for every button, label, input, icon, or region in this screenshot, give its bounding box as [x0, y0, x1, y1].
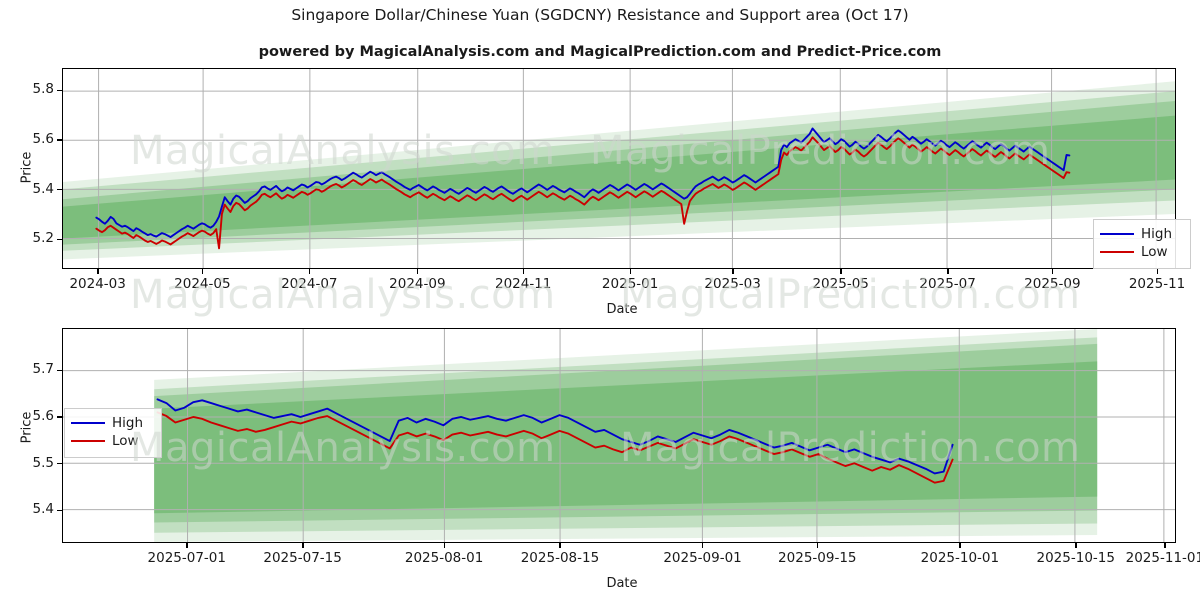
lower-legend-swatch-low: [71, 440, 105, 442]
lower-x-tick: 2025-09-15: [778, 550, 857, 566]
upper-x-tick: 2024-07: [281, 276, 338, 292]
lower-legend-item-low[interactable]: Low: [71, 432, 153, 450]
lower-x-tick: 2025-08-01: [404, 550, 484, 566]
lower-y-axis-label: Price: [19, 411, 35, 444]
tick-mark: [57, 139, 62, 141]
tick-mark: [57, 369, 62, 371]
tick-mark: [57, 89, 62, 92]
upper-x-tick: 2025-11: [1128, 276, 1186, 292]
upper-x-tick: 2024-03: [69, 276, 126, 292]
upper-x-tick: 2024-09: [389, 276, 446, 292]
lower-x-tick: 2025-07-15: [263, 550, 342, 566]
tick-mark: [57, 416, 62, 418]
tick-mark: [97, 269, 99, 274]
tick-mark: [57, 238, 62, 241]
lower-chart-panel: Price 5.4 5.5 5.6 5.7 2025-07-01 2025-07-15 2…: [0, 320, 1200, 600]
lower-y-tick: 5.7: [32, 361, 54, 378]
upper-y-tick: 5.6: [32, 130, 54, 147]
upper-legend-label-low: Low: [1141, 244, 1168, 260]
upper-x-tick: 2024-11: [494, 276, 552, 292]
upper-x-tick: 2025-01: [601, 276, 659, 292]
upper-x-tick: 2025-09: [1024, 276, 1081, 292]
lower-legend-label-high: High: [112, 415, 144, 431]
lower-x-tick: 2025-10-15: [1036, 550, 1115, 566]
tick-mark: [57, 509, 62, 512]
lower-y-tick: 5.4: [32, 501, 54, 518]
upper-x-tick: 2025-05: [812, 276, 869, 292]
lower-plot-svg: [63, 329, 1175, 542]
tick-mark: [816, 543, 819, 548]
tick-mark: [1051, 269, 1054, 274]
page-subtitle: powered by MagicalAnalysis.com and Magic…: [258, 44, 942, 60]
lower-y-tick: 5.5: [32, 454, 54, 471]
tick-mark: [302, 543, 304, 548]
upper-chart-panel: Price 5.2 5.4 5.6 5.8 2024-03 2024-05 2024-07…: [20, 68, 1191, 317]
tick-mark: [522, 269, 525, 274]
tick-mark: [201, 269, 204, 274]
tick-mark: [559, 543, 561, 548]
lower-legend-label-low: Low: [112, 433, 139, 449]
lower-plot-area: [62, 328, 1176, 543]
tick-mark: [947, 269, 949, 274]
upper-legend-swatch-high: [1100, 233, 1134, 235]
tick-mark: [702, 543, 704, 548]
lower-legend[interactable]: High Low: [64, 408, 162, 458]
lower-x-tick: 2025-09-01: [663, 550, 742, 566]
lower-legend-swatch-high: [71, 422, 105, 424]
upper-x-axis-label: Date: [606, 302, 638, 317]
tick-mark: [443, 543, 445, 548]
upper-y-tick: 5.8: [32, 81, 54, 98]
lower-legend-item-high[interactable]: High: [71, 414, 153, 432]
tick-mark: [840, 269, 842, 274]
lower-x-tick: 2025-07-01: [147, 550, 226, 566]
upper-y-tick: 5.4: [32, 180, 54, 197]
tick-mark: [416, 269, 419, 274]
lower-x-tick: 2025-11-01: [1125, 550, 1200, 566]
upper-legend-item-low[interactable]: Low: [1100, 243, 1182, 261]
upper-y-tick: 5.2: [32, 230, 54, 247]
upper-plot-area: [62, 68, 1176, 269]
lower-x-tick: 2025-08-15: [520, 550, 600, 566]
tick-mark: [1156, 269, 1158, 274]
upper-x-tick: 2025-07: [919, 276, 976, 292]
lower-x-axis-label: Date: [606, 576, 638, 591]
upper-plot-svg: [63, 69, 1175, 268]
upper-legend[interactable]: High Low: [1093, 219, 1191, 269]
tick-mark: [57, 189, 62, 191]
upper-x-tick: 2024-05: [174, 276, 231, 292]
lower-x-tick: 2025-10-01: [920, 550, 1000, 566]
tick-mark: [1164, 543, 1166, 548]
upper-x-tick: 2025-03: [704, 276, 761, 292]
upper-legend-label-high: High: [1141, 226, 1173, 242]
tick-mark: [732, 269, 734, 274]
upper-legend-swatch-low: [1100, 251, 1134, 253]
tick-mark: [186, 543, 188, 548]
tick-mark: [1075, 543, 1077, 548]
lower-y-tick: 5.6: [32, 407, 54, 424]
upper-legend-item-high[interactable]: High: [1100, 225, 1182, 243]
tick-mark: [57, 463, 62, 465]
tick-mark: [959, 543, 961, 548]
tick-mark: [629, 269, 632, 274]
tick-mark: [308, 269, 311, 274]
page-title: Singapore Dollar/Chinese Yuan (SGDCNY) R…: [291, 6, 909, 24]
